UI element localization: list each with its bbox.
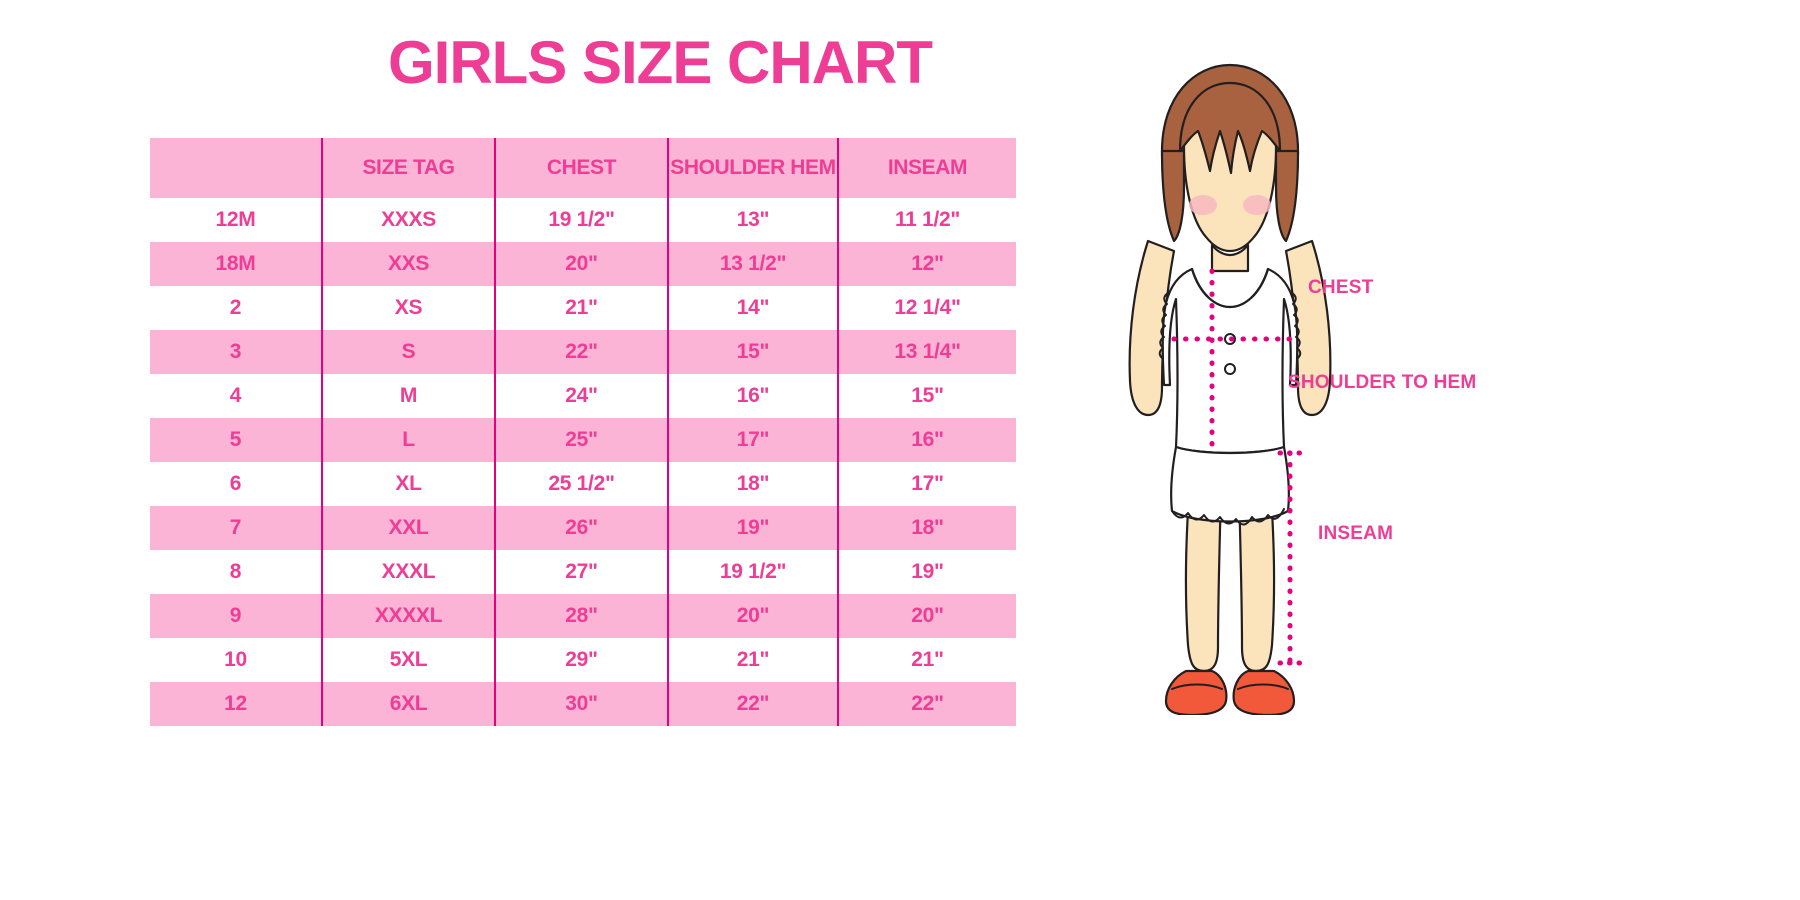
table-row: 2 XS 21" 14" 12 1/4": [150, 286, 1016, 330]
cell-size: 8: [150, 550, 322, 594]
cell-shoulder-hem: 15": [667, 330, 838, 374]
table-row: 7 XXL 26" 19" 18": [150, 506, 1016, 550]
cell-chest: 25 1/2": [494, 462, 668, 506]
table-row: 12M XXXS 19 1/2" 13" 11 1/2": [150, 198, 1016, 242]
cell-size-tag: XXXL: [321, 550, 495, 594]
table-row: 8 XXXL 27" 19 1/2" 19": [150, 550, 1016, 594]
cell-size-tag: XXXXL: [321, 594, 495, 638]
cell-shoulder-hem: 13": [667, 198, 838, 242]
cell-chest: 28": [494, 594, 668, 638]
table-header-row: SIZE TAG CHEST SHOULDER HEM INSEAM: [150, 138, 1016, 198]
cell-size-tag: 6XL: [321, 682, 495, 726]
table-row: 10 5XL 29" 21" 21": [150, 638, 1016, 682]
cell-chest: 22": [494, 330, 668, 374]
cell-chest: 27": [494, 550, 668, 594]
cell-chest: 20": [494, 242, 668, 286]
column-header-size: [150, 138, 322, 198]
cell-inseam: 22": [837, 682, 1016, 726]
size-chart-table: SIZE TAG CHEST SHOULDER HEM INSEAM 12M X…: [150, 138, 1016, 726]
cell-size: 3: [150, 330, 322, 374]
cell-chest: 24": [494, 374, 668, 418]
cell-size: 12: [150, 682, 322, 726]
table-row: 6 XL 25 1/2" 18" 17": [150, 462, 1016, 506]
cell-size: 2: [150, 286, 322, 330]
girl-illustration: [1100, 55, 1360, 715]
cell-size-tag: 5XL: [321, 638, 495, 682]
cell-shoulder-hem: 13 1/2": [667, 242, 838, 286]
cell-shoulder-hem: 22": [667, 682, 838, 726]
column-header-inseam: INSEAM: [837, 138, 1016, 198]
cell-size-tag: S: [321, 330, 495, 374]
callout-label-inseam: INSEAM: [1318, 523, 1394, 544]
cell-size-tag: XL: [321, 462, 495, 506]
cell-size-tag: XXL: [321, 506, 495, 550]
cell-chest: 29": [494, 638, 668, 682]
cell-size: 9: [150, 594, 322, 638]
column-header-shoulder-hem: SHOULDER HEM: [667, 138, 838, 198]
column-header-size-tag: SIZE TAG: [321, 138, 495, 198]
table-row: 9 XXXXL 28" 20" 20": [150, 594, 1016, 638]
cell-shoulder-hem: 21": [667, 638, 838, 682]
cell-size: 7: [150, 506, 322, 550]
cell-size-tag: XXXS: [321, 198, 495, 242]
cell-size: 18M: [150, 242, 322, 286]
cell-size-tag: XXS: [321, 242, 495, 286]
cell-size: 10: [150, 638, 322, 682]
cell-inseam: 21": [837, 638, 1016, 682]
cell-size: 6: [150, 462, 322, 506]
table-row: 12 6XL 30" 22" 22": [150, 682, 1016, 726]
cell-shoulder-hem: 20": [667, 594, 838, 638]
callout-label-chest: CHEST: [1308, 277, 1374, 298]
callout-label-shoulder-to-hem: SHOULDER TO HEM: [1288, 372, 1477, 393]
cell-shoulder-hem: 17": [667, 418, 838, 462]
cell-chest: 19 1/2": [494, 198, 668, 242]
cell-size: 12M: [150, 198, 322, 242]
cell-shoulder-hem: 19": [667, 506, 838, 550]
cell-inseam: 12": [837, 242, 1016, 286]
table-body: 12M XXXS 19 1/2" 13" 11 1/2" 18M XXS 20"…: [150, 198, 1016, 726]
cell-inseam: 16": [837, 418, 1016, 462]
cell-inseam: 18": [837, 506, 1016, 550]
size-chart-table-wrapper: SIZE TAG CHEST SHOULDER HEM INSEAM 12M X…: [150, 138, 1016, 726]
table-row: 4 M 24" 16" 15": [150, 374, 1016, 418]
cell-size: 5: [150, 418, 322, 462]
page-title: GIRLS SIZE CHART: [387, 29, 933, 96]
cell-chest: 30": [494, 682, 668, 726]
cell-shoulder-hem: 19 1/2": [667, 550, 838, 594]
table-row: 18M XXS 20" 13 1/2" 12": [150, 242, 1016, 286]
column-header-chest: CHEST: [494, 138, 668, 198]
cell-inseam: 12 1/4": [837, 286, 1016, 330]
cell-shoulder-hem: 14": [667, 286, 838, 330]
cell-size-tag: XS: [321, 286, 495, 330]
cell-inseam: 19": [837, 550, 1016, 594]
cell-chest: 25": [494, 418, 668, 462]
table-row: 5 L 25" 17" 16": [150, 418, 1016, 462]
cell-shoulder-hem: 16": [667, 374, 838, 418]
cell-inseam: 11 1/2": [837, 198, 1016, 242]
cell-inseam: 20": [837, 594, 1016, 638]
cell-inseam: 15": [837, 374, 1016, 418]
cell-size-tag: L: [321, 418, 495, 462]
table-header: SIZE TAG CHEST SHOULDER HEM INSEAM: [150, 138, 1016, 198]
cell-size: 4: [150, 374, 322, 418]
cell-size-tag: M: [321, 374, 495, 418]
cell-chest: 21": [494, 286, 668, 330]
table-row: 3 S 22" 15" 13 1/4": [150, 330, 1016, 374]
cell-inseam: 17": [837, 462, 1016, 506]
cell-inseam: 13 1/4": [837, 330, 1016, 374]
cell-chest: 26": [494, 506, 668, 550]
cell-shoulder-hem: 18": [667, 462, 838, 506]
